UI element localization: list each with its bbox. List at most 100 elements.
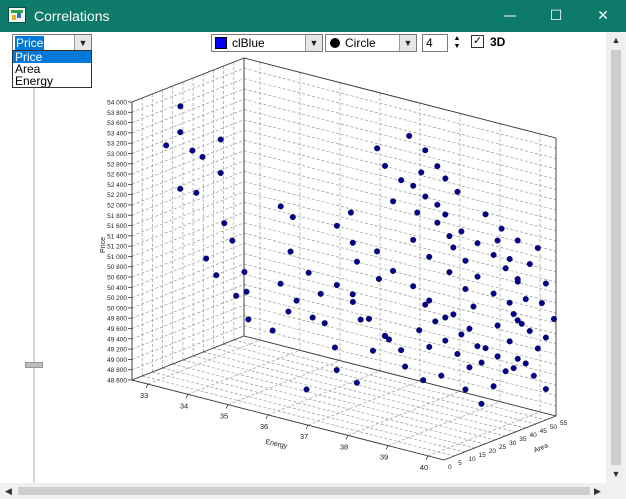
gridline <box>203 351 516 433</box>
color-select[interactable]: clBlue ▼ <box>211 34 323 52</box>
z-tick-label: 10 <box>468 456 476 463</box>
y-tick-label: 50 400 <box>107 285 127 292</box>
data-point <box>438 372 445 379</box>
3d-checkbox[interactable]: ✓ <box>471 35 484 48</box>
gridline <box>243 129 557 211</box>
data-point <box>331 344 338 351</box>
y-tick-label: 48 800 <box>107 367 127 374</box>
data-point <box>410 236 417 243</box>
data-point <box>390 267 397 274</box>
axis-dropdown-list[interactable]: Price Area Energy <box>12 50 92 88</box>
gridline <box>131 284 245 329</box>
maximize-button[interactable]: ☐ <box>549 8 563 24</box>
horizontal-scrollbar[interactable]: ◀ ▶ <box>0 483 606 499</box>
data-point <box>203 255 210 262</box>
gridline <box>131 253 245 298</box>
data-point <box>426 297 433 304</box>
data-point <box>287 248 294 255</box>
spin-down-icon[interactable]: ▼ <box>453 43 461 50</box>
gridline <box>131 119 245 165</box>
gridline <box>131 160 245 206</box>
data-point <box>414 209 421 216</box>
y-tick-label: 52 800 <box>107 161 127 168</box>
data-point <box>333 367 340 374</box>
chevron-down-icon[interactable]: ▼ <box>399 35 416 51</box>
y-tick-label: 48 600 <box>107 378 127 385</box>
y-tick-label: 49 600 <box>107 326 127 333</box>
chevron-down-icon[interactable]: ▼ <box>305 35 322 51</box>
data-point <box>506 338 513 345</box>
gridline <box>243 150 557 232</box>
axis-option-area[interactable]: Area <box>15 62 41 76</box>
data-point <box>494 322 501 329</box>
vertical-scroll-thumb[interactable] <box>611 50 621 465</box>
z-tick-label: 15 <box>479 452 487 459</box>
slider-thumb[interactable] <box>25 362 43 368</box>
minimize-button[interactable]: — <box>503 8 517 24</box>
axis-line <box>243 335 557 417</box>
data-point <box>349 298 356 305</box>
scroll-down-icon[interactable]: ▼ <box>611 469 621 479</box>
gridline <box>427 411 541 457</box>
vertical-slider[interactable] <box>24 86 44 496</box>
data-point <box>542 334 549 341</box>
scroll-left-icon[interactable]: ◀ <box>5 486 12 496</box>
data-point <box>526 261 533 268</box>
axis-line <box>443 415 557 461</box>
y-tick-label: 53 800 <box>107 110 127 117</box>
data-point <box>514 237 521 244</box>
z-tick-label: 20 <box>489 448 497 455</box>
scroll-right-icon[interactable]: ▶ <box>594 486 601 496</box>
gridline <box>131 315 245 360</box>
x-tick <box>145 383 149 389</box>
data-point <box>434 163 441 170</box>
chevron-down-icon[interactable]: ▼ <box>74 35 91 51</box>
data-point <box>446 233 453 240</box>
data-point <box>514 355 521 362</box>
y-tick-label: 50 200 <box>107 295 127 302</box>
data-point <box>410 283 417 290</box>
gridline <box>233 339 546 421</box>
data-point <box>277 280 284 287</box>
axis-option-price[interactable]: Price <box>13 51 91 63</box>
data-point <box>422 193 429 200</box>
data-point <box>269 327 276 334</box>
data-point <box>422 147 429 154</box>
data-point <box>398 177 405 184</box>
data-point <box>243 288 250 295</box>
gridline <box>182 359 495 441</box>
gridline <box>213 347 526 429</box>
data-point <box>502 368 509 375</box>
data-point <box>494 353 501 360</box>
data-point <box>534 245 541 252</box>
size-input[interactable]: 4 <box>422 34 448 52</box>
shape-select[interactable]: Circle ▼ <box>325 34 417 52</box>
gridline <box>131 170 245 216</box>
scroll-up-icon[interactable]: ▲ <box>611 35 621 45</box>
data-point <box>189 147 196 154</box>
axis-line <box>131 57 245 103</box>
data-point <box>353 258 360 265</box>
data-point <box>375 275 382 282</box>
z-axis-label: Area <box>533 442 549 454</box>
data-point <box>221 220 228 227</box>
y-tick-label: 53 600 <box>107 120 127 127</box>
data-point <box>289 214 296 221</box>
gridline <box>187 350 301 395</box>
data-point <box>502 265 509 272</box>
axis-option-energy[interactable]: Energy <box>15 74 54 88</box>
horizontal-scroll-thumb[interactable] <box>18 487 590 495</box>
data-point <box>442 211 449 218</box>
vertical-scrollbar[interactable]: ▲ ▼ <box>606 32 626 483</box>
size-spinner[interactable]: 4 ▲ ▼ <box>422 34 464 52</box>
x-tick-label: 34 <box>180 401 188 410</box>
gridline <box>243 294 557 376</box>
scatter-3d-chart: 48 600 48 800 49 000 49 200 49 400 49 600 49 8… <box>100 57 568 472</box>
axis-line <box>131 335 245 381</box>
data-point <box>229 237 236 244</box>
spin-up-icon[interactable]: ▲ <box>453 35 461 42</box>
close-button[interactable]: ✕ <box>597 8 609 24</box>
y-tick-label: 51 600 <box>107 223 127 230</box>
gridline <box>131 140 245 185</box>
data-point <box>478 359 485 366</box>
